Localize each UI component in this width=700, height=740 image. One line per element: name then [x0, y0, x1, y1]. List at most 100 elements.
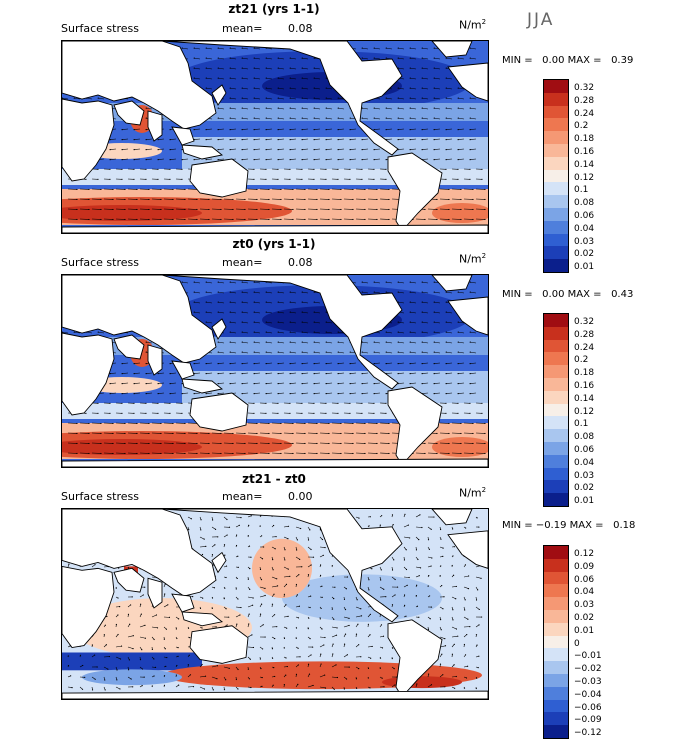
colorbar-tick-label: −0.06 — [574, 702, 602, 715]
colorbar-tick-label: 0.16 — [574, 146, 594, 159]
panel3-minmax: MIN = −0.19 MAX = 0.18 — [502, 520, 635, 531]
colorbar-tick-label: 0.1 — [574, 184, 594, 197]
colorbar-swatch — [544, 597, 568, 610]
panel2-title: zt0 (yrs 1-1) — [194, 237, 354, 251]
panel1-title: zt21 (yrs 1-1) — [194, 2, 354, 16]
colorbar-tick-label: 0.28 — [574, 329, 594, 342]
colorbar-tick-label: 0.14 — [574, 159, 594, 172]
colorbar-swatch — [544, 131, 568, 144]
panel2-minmax: MIN = 0.00 MAX = 0.43 — [502, 289, 633, 300]
panel1-map — [61, 40, 489, 234]
colorbar-swatch — [544, 182, 568, 195]
colorbar-swatch — [544, 327, 568, 340]
colorbar-tick-label: 0.02 — [574, 612, 602, 625]
colorbar-swatch — [544, 157, 568, 170]
colorbar-tick-label: 0.12 — [574, 172, 594, 185]
panel2-map — [61, 274, 489, 468]
colorbar-swatch — [544, 546, 568, 559]
colorbar-swatch — [544, 404, 568, 417]
panel1-minmax: MIN = 0.00 MAX = 0.39 — [502, 55, 633, 66]
colorbar-tick-label: 0.06 — [574, 574, 602, 587]
colorbar-swatch — [544, 623, 568, 636]
colorbar-swatch — [544, 712, 568, 725]
panel1-field-label: Surface stress — [61, 22, 139, 35]
colorbar-tick-label: 0 — [574, 638, 602, 651]
colorbar-swatch — [544, 610, 568, 623]
colorbar-tick-label: 0.04 — [574, 223, 594, 236]
colorbar-swatch — [544, 455, 568, 468]
colorbar-swatch — [544, 365, 568, 378]
colorbar-swatch — [544, 246, 568, 259]
colorbar-swatch — [544, 661, 568, 674]
panel2-mean-label: mean= — [222, 256, 262, 269]
colorbar-swatch — [544, 93, 568, 106]
colorbar-tick-label: 0.2 — [574, 120, 594, 133]
colorbar-tick-label: −0.02 — [574, 663, 602, 676]
colorbar-tick-label: 0.03 — [574, 599, 602, 612]
colorbar-tick-label: 0.32 — [574, 82, 594, 95]
colorbar-swatch — [544, 80, 568, 93]
colorbar-swatch — [544, 208, 568, 221]
panel1-colorbar — [543, 79, 569, 273]
colorbar-swatch — [544, 352, 568, 365]
colorbar-swatch — [544, 391, 568, 404]
colorbar-tick-label: 0.08 — [574, 431, 594, 444]
colorbar-tick-label: 0.01 — [574, 261, 594, 274]
colorbar-swatch — [544, 442, 568, 455]
panel3-colorbar — [543, 545, 569, 739]
colorbar-swatch — [544, 674, 568, 687]
panel3-title: zt21 - zt0 — [194, 472, 354, 486]
colorbar-swatch — [544, 648, 568, 661]
colorbar-swatch — [544, 559, 568, 572]
panel2-units: N/m2 — [459, 252, 486, 266]
season-label: JJA — [527, 10, 554, 30]
colorbar-swatch — [544, 687, 568, 700]
colorbar-tick-label: 0.08 — [574, 197, 594, 210]
colorbar-tick-label: 0.06 — [574, 444, 594, 457]
colorbar-swatch — [544, 493, 568, 506]
colorbar-tick-label: −0.12 — [574, 727, 602, 740]
colorbar-swatch — [544, 118, 568, 131]
panel3-map — [61, 508, 489, 700]
colorbar-tick-label: 0.1 — [574, 418, 594, 431]
colorbar-tick-label: 0.03 — [574, 236, 594, 249]
colorbar-swatch — [544, 636, 568, 649]
colorbar-swatch — [544, 221, 568, 234]
colorbar-tick-label: 0.14 — [574, 393, 594, 406]
panel1-units: N/m2 — [459, 18, 486, 32]
colorbar-swatch — [544, 170, 568, 183]
colorbar-swatch — [544, 416, 568, 429]
colorbar-tick-label: 0.02 — [574, 482, 594, 495]
colorbar-swatch — [544, 106, 568, 119]
colorbar-tick-label: 0.12 — [574, 548, 602, 561]
colorbar-tick-label: 0.24 — [574, 108, 594, 121]
colorbar-swatch — [544, 314, 568, 327]
colorbar-tick-label: 0.09 — [574, 561, 602, 574]
colorbar-tick-label: 0.18 — [574, 367, 594, 380]
colorbar-swatch — [544, 340, 568, 353]
colorbar-tick-label: −0.09 — [574, 714, 602, 727]
colorbar-tick-label: −0.03 — [574, 676, 602, 689]
panel3-field-label: Surface stress — [61, 490, 139, 503]
panel1-stress-field — [62, 41, 488, 233]
colorbar-tick-label: 0.18 — [574, 133, 594, 146]
colorbar-swatch — [544, 144, 568, 157]
panel3-units: N/m2 — [459, 486, 486, 500]
panel1-mean-value: 0.08 — [288, 22, 313, 35]
colorbar-tick-label: 0.06 — [574, 210, 594, 223]
panel3-stress-difference-field — [62, 509, 488, 699]
colorbar-swatch — [544, 584, 568, 597]
colorbar-tick-label: 0.12 — [574, 406, 594, 419]
colorbar-tick-label: 0.01 — [574, 625, 602, 638]
panel2-stress-field — [62, 275, 488, 467]
colorbar-tick-label: 0.2 — [574, 354, 594, 367]
colorbar-swatch — [544, 429, 568, 442]
colorbar-tick-label: 0.24 — [574, 342, 594, 355]
panel2-field-label: Surface stress — [61, 256, 139, 269]
colorbar-swatch — [544, 480, 568, 493]
panel3-mean-label: mean= — [222, 490, 262, 503]
colorbar-swatch — [544, 234, 568, 247]
